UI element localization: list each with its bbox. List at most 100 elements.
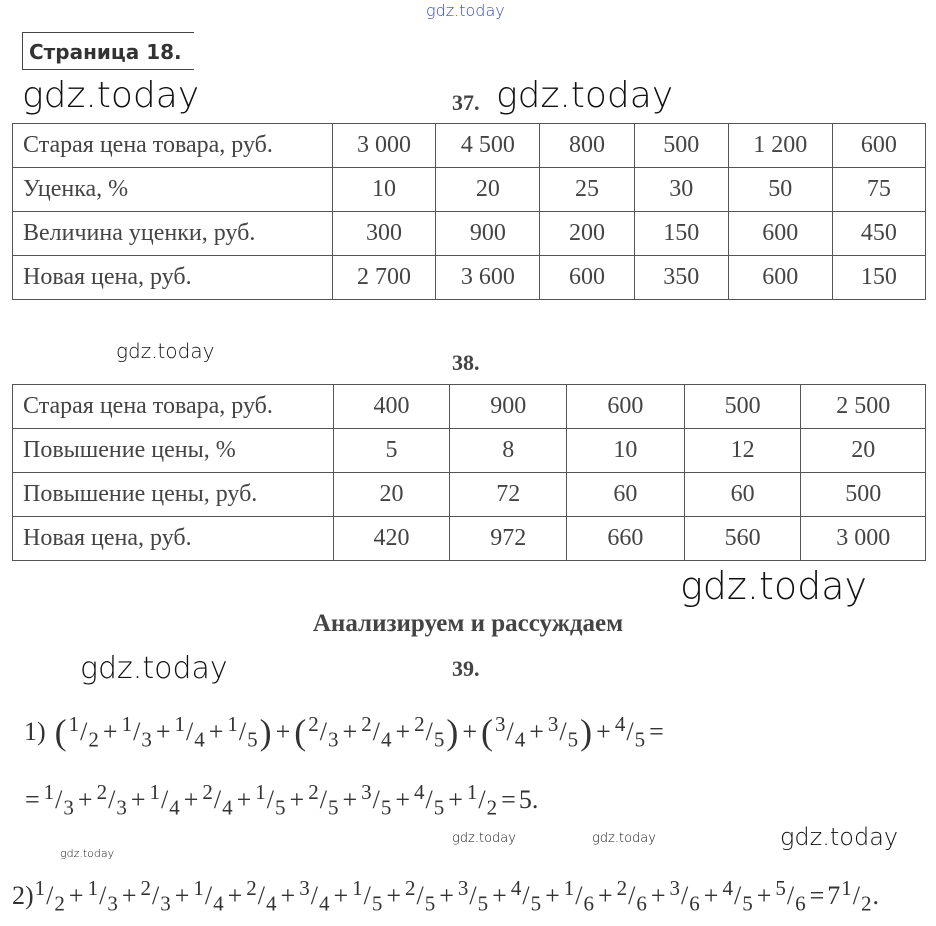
numerator: 5 (775, 876, 786, 900)
numerator: 2 (616, 876, 628, 900)
fraction-slash: / (133, 717, 141, 747)
table-cell: 20 (800, 428, 926, 473)
fraction: 3/5 (548, 702, 578, 762)
fraction: 3/5 (458, 866, 488, 926)
row-label: Новая цена, руб. (12, 255, 333, 300)
numerator: 4 (722, 876, 733, 900)
table-cell: 20 (332, 472, 451, 517)
denominator: 4 (213, 891, 224, 916)
equals-sign: = (649, 716, 664, 746)
plus-sign: + (462, 716, 478, 746)
denominator: 3 (107, 891, 118, 916)
table-row: Новая цена, руб. 2 700 3 600 600 350 600 150 (12, 255, 927, 300)
plus-sign: + (650, 880, 666, 910)
table-cell: 75 (831, 167, 927, 212)
table-cell: 1 200 (727, 123, 833, 168)
table-cell: 972 (449, 516, 568, 561)
fraction-slash: / (372, 717, 380, 747)
table-row: Величина уценки, руб. 300 900 200 150 600 450 (12, 211, 927, 256)
numerator: 4 (414, 780, 425, 804)
table-cell: 450 (831, 211, 927, 256)
section-title: Анализируем и рассуждаем (312, 610, 624, 637)
table-cell: 2 500 (800, 384, 926, 429)
denominator: 5 (567, 727, 579, 752)
fraction: 2/4 (246, 866, 276, 926)
fraction-slash: / (372, 785, 380, 815)
numerator: 2 (308, 780, 319, 804)
watermark: gdz.today (680, 564, 867, 608)
table-cell: 72 (449, 472, 568, 517)
plus-sign: + (121, 880, 137, 910)
fraction-slash: / (319, 717, 328, 747)
table-cell: 900 (449, 384, 568, 429)
fraction: 2/5 (405, 866, 435, 926)
table-cell: 2 700 (331, 255, 437, 300)
fraction: 1/2 (35, 866, 65, 926)
denominator: 5 (477, 891, 489, 916)
table-cell: 60 (683, 472, 802, 517)
watermark: gdz.today (452, 831, 516, 846)
table-cell: 500 (683, 384, 802, 429)
fraction-slash: / (319, 785, 327, 815)
denominator: 5 (247, 727, 258, 752)
fraction: 1/5 (255, 770, 285, 830)
fraction: 1/2 (467, 770, 497, 830)
fraction: 1/5 (352, 866, 382, 926)
numerator: 1 (227, 712, 238, 736)
numerator: 1 (34, 876, 46, 900)
numerator: 2 (140, 876, 151, 900)
plus-sign: + (130, 784, 146, 814)
table-cell: 900 (435, 211, 541, 256)
denominator: 4 (169, 795, 180, 820)
fraction-slash: / (151, 881, 160, 911)
table-row: Новая цена, руб. 420 972 660 560 3 000 (12, 516, 926, 561)
numerator: 3 (669, 876, 681, 900)
item-prefix: 1) (24, 716, 46, 746)
fraction-slash: / (626, 717, 634, 747)
item-prefix: 2) (12, 880, 34, 910)
fraction-slash: / (238, 717, 247, 747)
denominator: 3 (116, 795, 127, 820)
plus-sign: + (68, 880, 84, 910)
denominator: 5 (371, 891, 383, 916)
fraction: 4/5 (615, 702, 645, 762)
paren-open: ( (54, 711, 67, 752)
table-cell: 800 (539, 123, 635, 168)
table-cell: 200 (539, 211, 635, 256)
fraction-slash: / (628, 881, 636, 911)
fraction: 2/6 (617, 866, 647, 926)
fraction-slash: / (575, 881, 583, 911)
denominator: 2 (486, 795, 498, 820)
paren-close: ) (259, 711, 272, 752)
paren-close: ) (580, 711, 593, 752)
fraction-slash: / (363, 881, 371, 911)
fraction: 2/4 (202, 770, 232, 830)
numerator: 1 (87, 876, 99, 900)
table-cell: 30 (633, 167, 729, 212)
task-37-number: 37. (452, 90, 480, 115)
plus-sign: + (395, 784, 411, 814)
denominator: 4 (514, 727, 526, 752)
denominator: 6 (636, 891, 647, 916)
denominator: 2 (54, 891, 65, 916)
fraction-slash: / (786, 881, 795, 911)
fraction: 1/2 (69, 702, 99, 762)
plus-sign: + (102, 716, 118, 746)
denominator: 2 (88, 727, 99, 752)
table-row: Старая цена товара, руб. 3 000 4 500 800 500… (12, 123, 927, 168)
fraction-slash: / (425, 785, 433, 815)
fraction: 1/4 (149, 770, 179, 830)
numerator: 1 (68, 712, 80, 736)
fraction-slash: / (99, 881, 107, 911)
table-row: Уценка, % 10 20 25 30 50 75 (12, 167, 927, 212)
numerator: 2 (246, 876, 257, 900)
watermark: gdz.today (592, 831, 656, 846)
fraction: 1/3 (88, 866, 118, 926)
table-cell: 60 (566, 472, 685, 517)
table-cell: 600 (727, 255, 833, 300)
fraction: 3/5 (361, 770, 391, 830)
paren-open: ( (481, 711, 494, 752)
fraction: 1/4 (193, 866, 223, 926)
denominator: 3 (328, 727, 339, 752)
fraction-slash: / (852, 881, 860, 911)
